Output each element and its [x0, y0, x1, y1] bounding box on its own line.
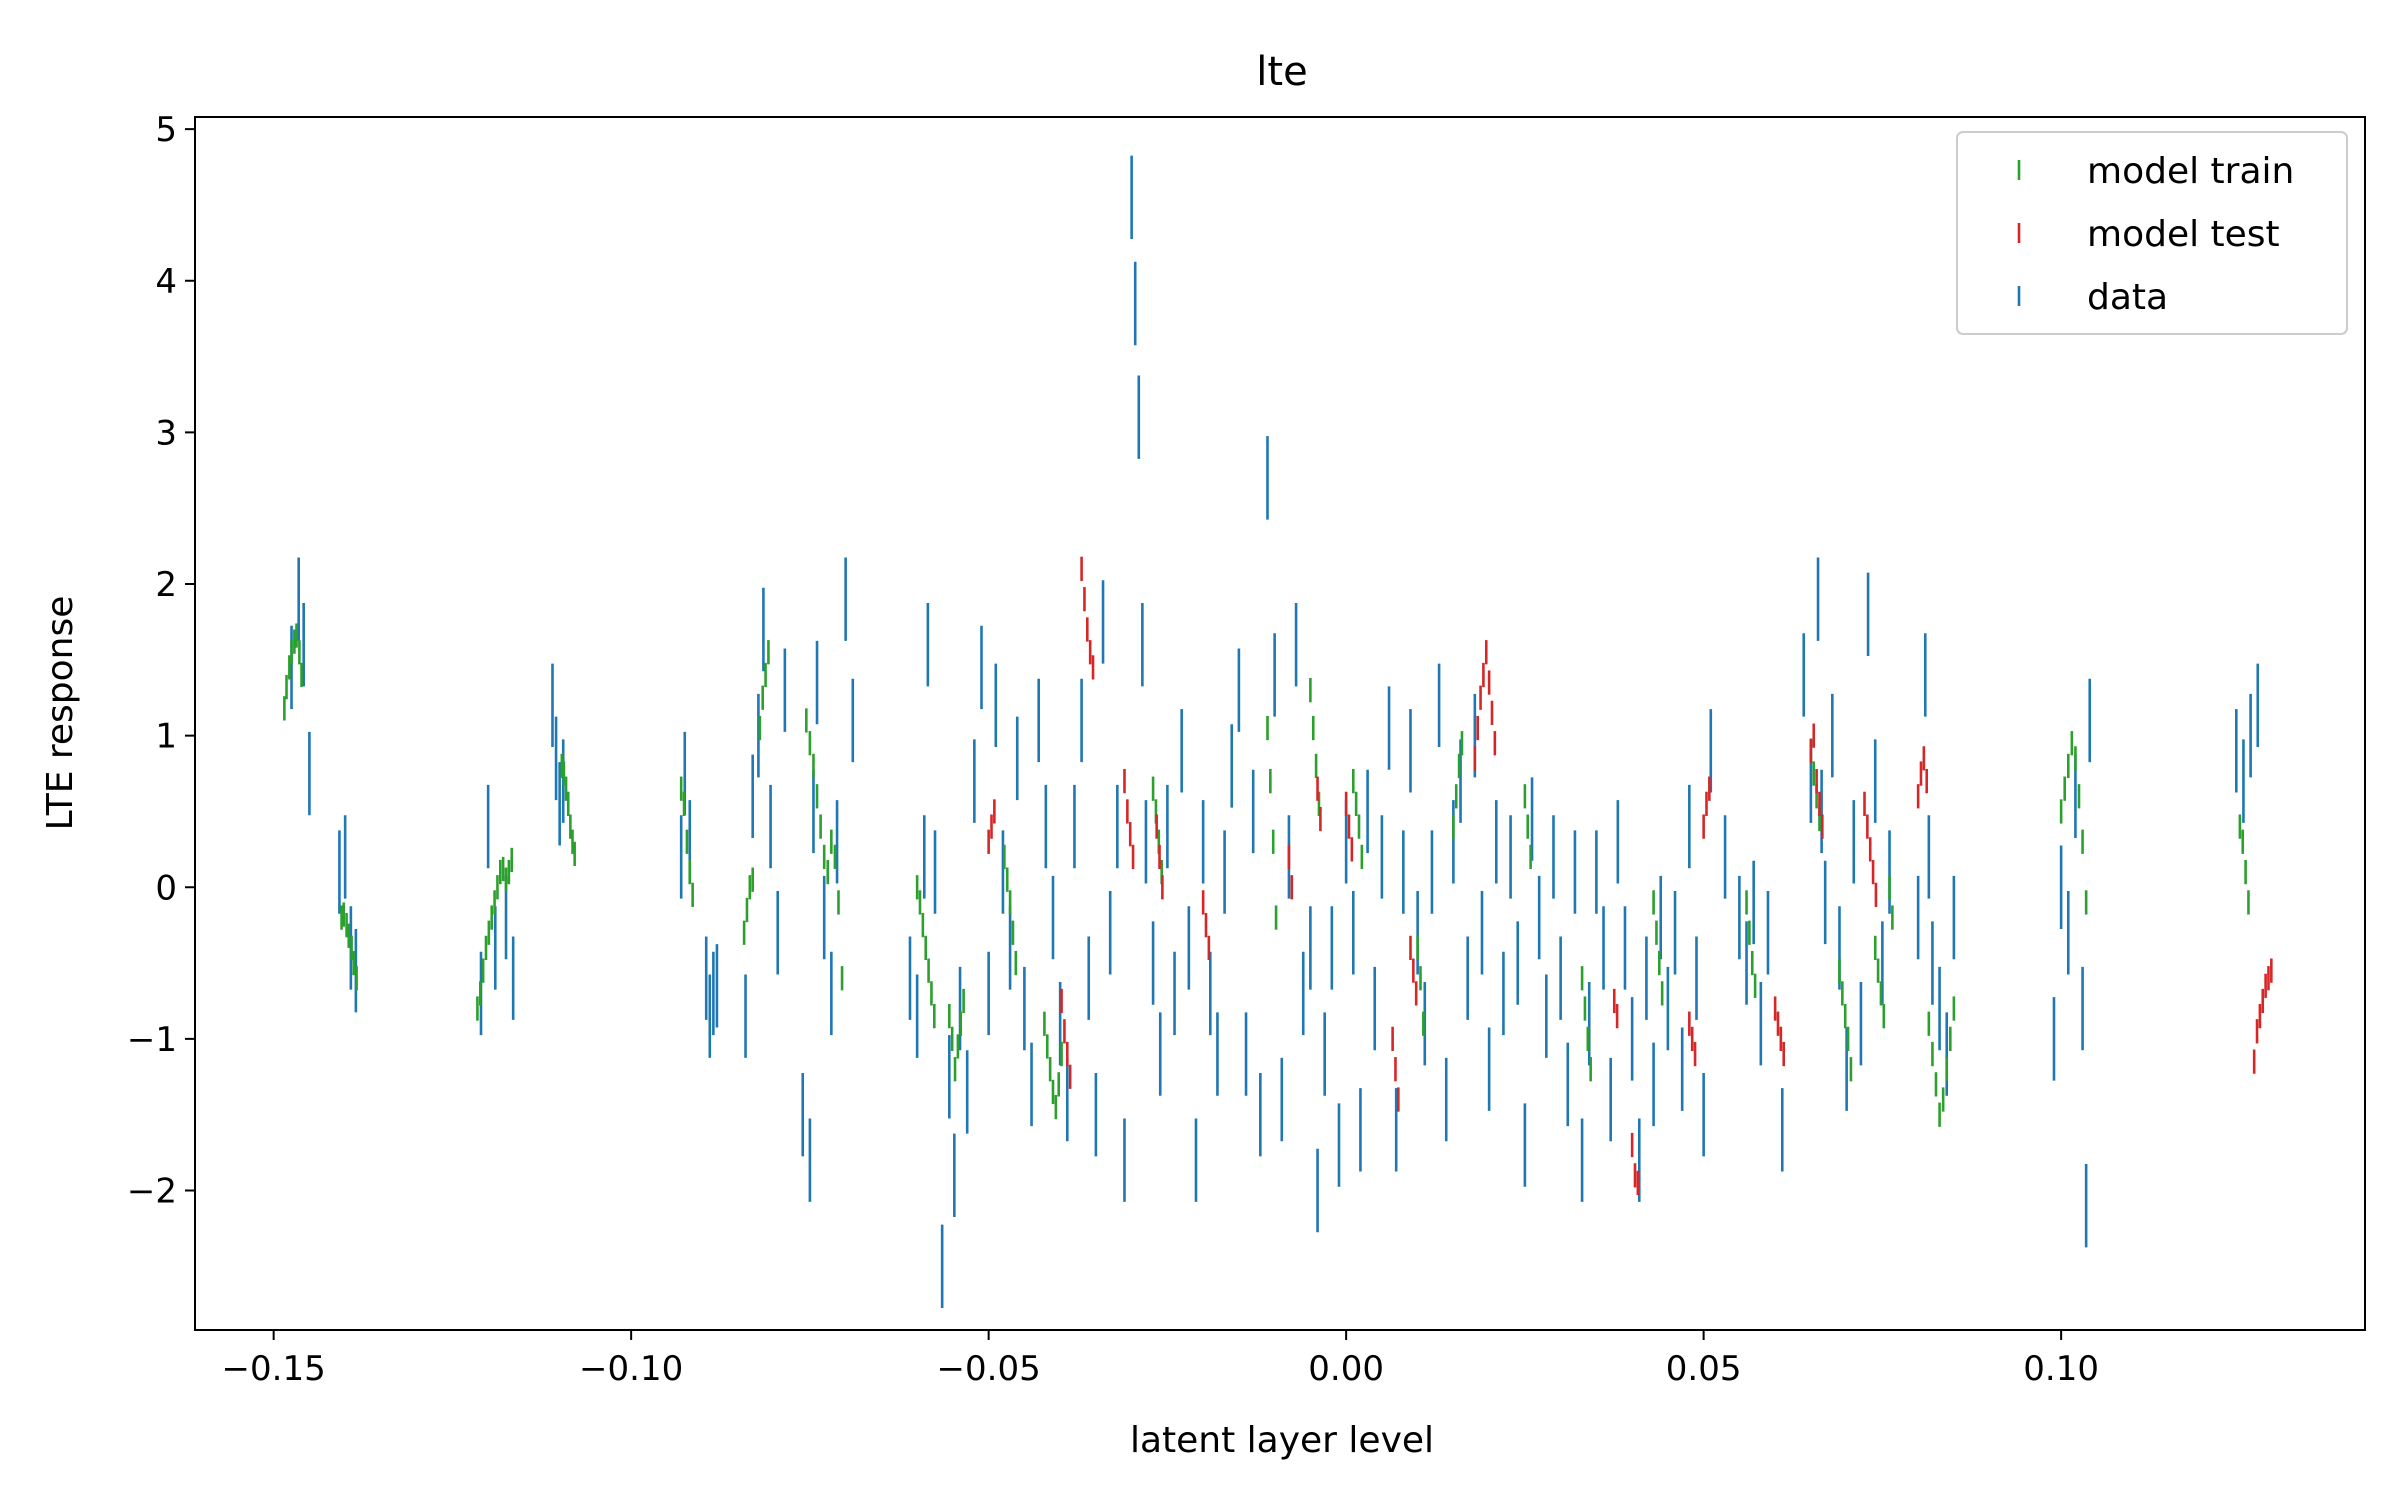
y-tick-label: 0	[155, 868, 177, 908]
y-tick-label: 2	[155, 565, 177, 605]
y-axis-label: LTE response	[40, 596, 81, 831]
x-tick-label: −0.10	[579, 1349, 683, 1389]
legend-entry: model test	[2087, 214, 2280, 255]
series-model-train	[283, 623, 2250, 1127]
y-tick-label: −2	[127, 1172, 177, 1212]
series-model-test	[987, 556, 2273, 1196]
y-tick-label: −1	[127, 1020, 177, 1060]
y-tick-label: 5	[155, 110, 177, 150]
x-tick-label: 0.10	[2023, 1349, 2099, 1389]
x-axis: −0.15 −0.10 −0.05 0.00 0.05 0.10	[222, 1330, 2099, 1389]
legend-frame	[1956, 131, 2348, 335]
plot-marks	[283, 155, 2273, 1309]
legend-entry: model train	[2087, 151, 2294, 192]
y-axis: −2 −1 0 1 2 3 4 5	[127, 110, 195, 1212]
x-axis-label: latent layer level	[1130, 1420, 1434, 1461]
x-tick-label: −0.15	[222, 1349, 326, 1389]
legend-entry: data	[2087, 277, 2168, 318]
y-tick-label: 3	[155, 413, 177, 453]
legend: model train model test data	[1956, 131, 2348, 335]
chart-title: lte	[1256, 49, 1307, 95]
axes-frame	[194, 116, 2366, 1331]
x-tick-label: −0.05	[937, 1349, 1041, 1389]
x-tick-label: 0.05	[1666, 1349, 1742, 1389]
y-tick-label: 1	[155, 717, 177, 757]
series-data	[290, 155, 2260, 1309]
x-tick-label: 0.00	[1308, 1349, 1384, 1389]
y-tick-label: 4	[155, 262, 177, 302]
